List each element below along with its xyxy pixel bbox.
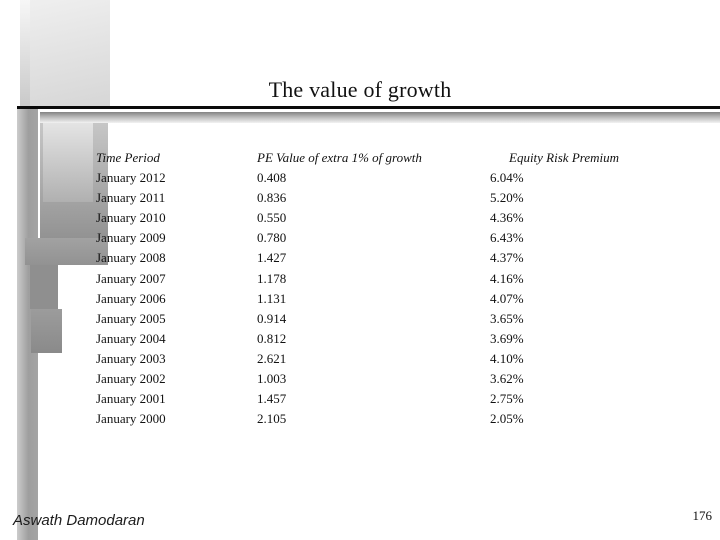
decor-cascade-block-3 (25, 238, 108, 265)
table-row: January 2005 0.914 3.65% (96, 309, 708, 329)
decor-top-left-sliver (20, 0, 30, 107)
cell-equity-risk-premium: 4.36% (490, 210, 524, 226)
table-row: January 2011 0.836 5.20% (96, 188, 708, 208)
decor-left-strip (17, 109, 38, 540)
decor-cascade-block-4 (30, 265, 58, 309)
decor-title-rule (17, 106, 720, 109)
cell-pe-value: 0.550 (257, 210, 287, 226)
cell-equity-risk-premium: 2.75% (490, 391, 524, 407)
cell-time-period: January 2005 (96, 310, 166, 326)
cell-pe-value: 1.427 (257, 250, 287, 266)
cell-time-period: January 2003 (96, 350, 166, 366)
cell-time-period: January 2008 (96, 250, 166, 266)
table-body: January 2012 0.408 6.04% January 2011 0.836 5… (96, 168, 708, 429)
cell-pe-value: 1.457 (257, 391, 287, 407)
decor-top-left-block (30, 0, 110, 107)
cell-time-period: January 2001 (96, 391, 166, 407)
cell-time-period: January 2006 (96, 290, 166, 306)
cell-pe-value: 0.780 (257, 230, 287, 246)
table-row: January 2001 1.457 2.75% (96, 389, 708, 409)
cell-equity-risk-premium: 4.10% (490, 350, 524, 366)
table-row: January 2008 1.427 4.37% (96, 248, 708, 268)
cell-equity-risk-premium: 5.20% (490, 190, 524, 206)
cell-time-period: January 2011 (96, 190, 166, 206)
table-row: January 2004 0.812 3.69% (96, 329, 708, 349)
cell-pe-value: 0.812 (257, 330, 287, 346)
table-row: January 2000 2.105 2.05% (96, 409, 708, 429)
cell-time-period: January 2004 (96, 330, 166, 346)
cell-time-period: January 2002 (96, 371, 166, 387)
cell-pe-value: 1.131 (257, 290, 287, 306)
cell-equity-risk-premium: 2.05% (490, 411, 524, 427)
cell-equity-risk-premium: 4.37% (490, 250, 524, 266)
slide-title: The value of growth (268, 77, 452, 102)
cell-equity-risk-premium: 3.69% (490, 330, 524, 346)
cell-equity-risk-premium: 3.65% (490, 310, 524, 326)
column-header-pe-value: PE Value of extra 1% of growth (257, 150, 422, 165)
cell-equity-risk-premium: 6.04% (490, 170, 524, 186)
growth-table: Time Period PE Value of extra 1% of grow… (96, 148, 708, 429)
cell-pe-value: 1.003 (257, 371, 287, 387)
table-row: January 2006 1.131 4.07% (96, 289, 708, 309)
page-number: 176 (692, 508, 713, 523)
cell-pe-value: 2.105 (257, 411, 287, 427)
cell-equity-risk-premium: 4.16% (490, 270, 524, 286)
decor-cascade-block-2 (43, 117, 93, 202)
cell-pe-value: 0.408 (257, 170, 287, 186)
footer-author: Aswath Damodaran (13, 512, 145, 529)
cell-pe-value: 1.178 (257, 270, 287, 286)
cell-time-period: January 2009 (96, 230, 166, 246)
column-header-time-period: Time Period (96, 150, 160, 165)
table-row: January 2009 0.780 6.43% (96, 228, 708, 248)
cell-time-period: January 2010 (96, 210, 166, 226)
cell-time-period: January 2000 (96, 411, 166, 427)
cell-equity-risk-premium: 6.43% (490, 230, 524, 246)
table-row: January 2003 2.621 4.10% (96, 349, 708, 369)
cell-pe-value: 2.621 (257, 350, 287, 366)
decor-title-shaded-bar (40, 112, 720, 123)
cell-time-period: January 2007 (96, 270, 166, 286)
cell-time-period: January 2012 (96, 170, 166, 186)
cell-equity-risk-premium: 4.07% (490, 290, 524, 306)
table-row: January 2007 1.178 4.16% (96, 269, 708, 289)
table-row: January 2002 1.003 3.62% (96, 369, 708, 389)
table-header-row: Time Period PE Value of extra 1% of grow… (96, 148, 708, 168)
column-header-equity-risk-premium: Equity Risk Premium (509, 150, 619, 165)
cell-pe-value: 0.836 (257, 190, 287, 206)
decor-cascade-block-5 (31, 309, 62, 353)
table-row: January 2010 0.550 4.36% (96, 208, 708, 228)
cell-pe-value: 0.914 (257, 310, 287, 326)
table-row: January 2012 0.408 6.04% (96, 168, 708, 188)
cell-equity-risk-premium: 3.62% (490, 371, 524, 387)
